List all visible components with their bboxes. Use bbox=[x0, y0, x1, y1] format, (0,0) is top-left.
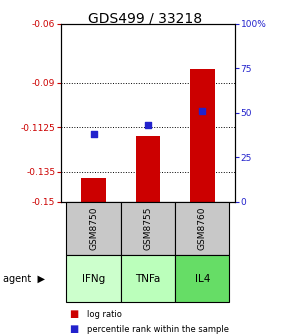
Text: TNFa: TNFa bbox=[135, 274, 161, 284]
Point bbox=[91, 131, 96, 137]
Bar bbox=[81, 178, 106, 202]
Text: ■: ■ bbox=[70, 309, 79, 319]
Bar bbox=[190, 69, 215, 202]
Text: IFNg: IFNg bbox=[82, 274, 105, 284]
Bar bbox=[175, 202, 229, 255]
Text: GSM8755: GSM8755 bbox=[143, 207, 153, 250]
Text: GDS499 / 33218: GDS499 / 33218 bbox=[88, 12, 202, 26]
Text: GSM8750: GSM8750 bbox=[89, 207, 98, 250]
Bar bbox=[66, 255, 121, 302]
Bar bbox=[66, 202, 121, 255]
Text: IL4: IL4 bbox=[195, 274, 210, 284]
Point bbox=[200, 108, 204, 114]
Point bbox=[146, 122, 150, 128]
Text: log ratio: log ratio bbox=[87, 310, 122, 319]
Bar bbox=[121, 202, 175, 255]
Bar bbox=[136, 136, 160, 202]
Text: GSM8760: GSM8760 bbox=[198, 207, 207, 250]
Bar bbox=[175, 255, 229, 302]
Text: percentile rank within the sample: percentile rank within the sample bbox=[87, 325, 229, 334]
Text: ■: ■ bbox=[70, 324, 79, 334]
Bar bbox=[121, 255, 175, 302]
Text: agent  ▶: agent ▶ bbox=[3, 274, 45, 284]
